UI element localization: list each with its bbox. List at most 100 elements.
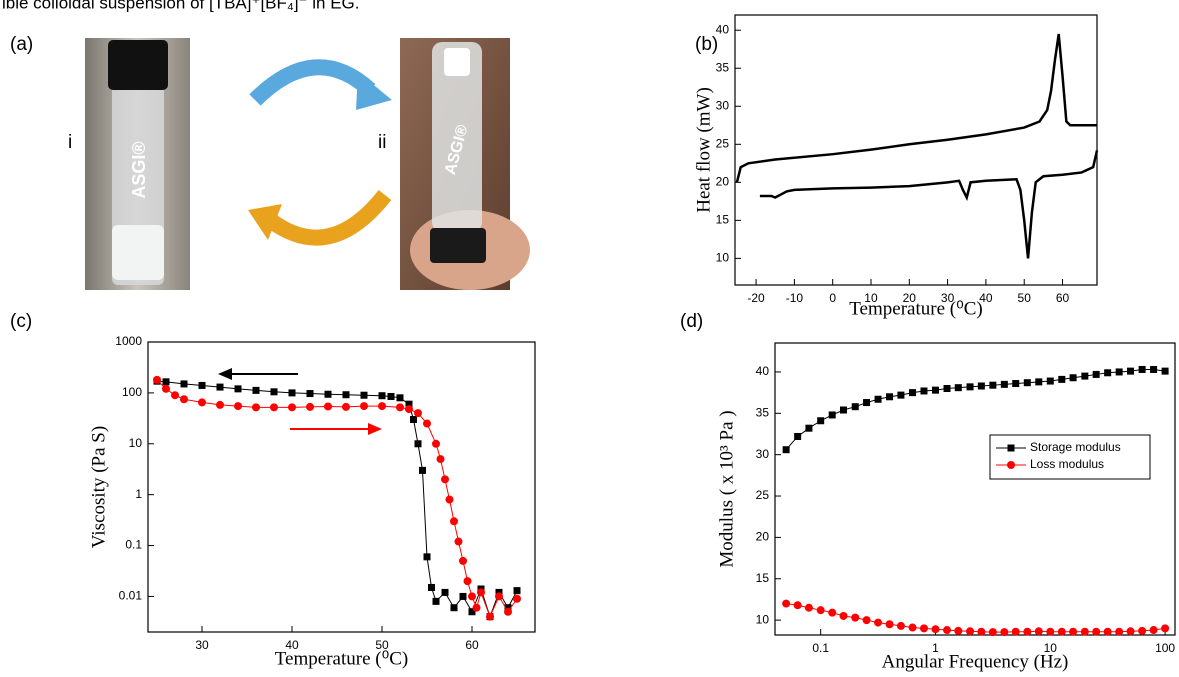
legend-box (989, 434, 1151, 480)
marker (252, 403, 260, 412)
marker (410, 415, 417, 423)
y-tick-label: 40 (756, 364, 770, 378)
marker (966, 627, 975, 636)
marker (1069, 374, 1077, 382)
marker (851, 613, 860, 622)
marker (862, 616, 871, 625)
marker (428, 583, 435, 591)
marker (908, 623, 917, 632)
y-tick-label: 25 (756, 488, 770, 502)
marker (468, 592, 476, 601)
marker (1138, 626, 1147, 635)
y-tick-label: 30 (716, 98, 730, 112)
marker (909, 389, 917, 397)
marker (486, 612, 494, 621)
marker (863, 399, 871, 407)
y-tick-label: 20 (756, 530, 770, 544)
marker (463, 577, 472, 586)
marker (180, 380, 188, 388)
marker (874, 395, 882, 403)
x-tick-label: 50 (375, 638, 389, 652)
marker (794, 432, 802, 440)
marker (1150, 365, 1158, 373)
x-tick-label: 50 (1018, 291, 1032, 305)
marker (180, 395, 188, 404)
marker (1000, 380, 1008, 388)
marker (886, 393, 894, 401)
marker (162, 378, 170, 386)
marker (396, 403, 404, 412)
legend-marker (1007, 444, 1015, 452)
marker (270, 403, 278, 412)
photo: ASGI® (85, 38, 190, 290)
marker (1046, 377, 1054, 385)
marker (931, 625, 940, 634)
x-tick-label: 60 (465, 638, 479, 652)
marker (441, 475, 449, 484)
marker (966, 383, 974, 391)
marker (468, 608, 476, 616)
marker (432, 597, 440, 605)
marker (477, 588, 485, 597)
marker (324, 402, 332, 411)
marker (874, 618, 883, 627)
y-tick-label: 30 (756, 447, 770, 461)
marker (1035, 378, 1043, 386)
marker (839, 611, 848, 620)
marker (1126, 627, 1135, 636)
x-tick-label: 10 (1044, 641, 1058, 655)
marker (288, 403, 296, 412)
panel-label: (a) (10, 34, 33, 55)
x-tick-label: 0.1 (812, 641, 829, 655)
marker (396, 394, 404, 402)
marker (513, 594, 521, 603)
y-tick-label: 1 (135, 487, 142, 501)
marker (459, 556, 467, 565)
marker (495, 588, 503, 596)
marker (977, 382, 985, 390)
marker (504, 604, 512, 612)
marker (198, 381, 206, 389)
marker (1012, 380, 1020, 388)
marker (504, 607, 512, 616)
legend-label: Loss modulus (1030, 457, 1104, 471)
marker (270, 388, 278, 396)
marker (378, 392, 386, 400)
series-line (156, 379, 518, 619)
marker (306, 390, 314, 398)
marker (360, 402, 368, 411)
y-axis-label: Modulus ( x 10³ Pa ) (716, 410, 737, 567)
marker (1000, 628, 1009, 637)
marker (782, 599, 791, 608)
marker (1081, 372, 1089, 380)
marker (234, 385, 242, 393)
marker (931, 386, 939, 394)
marker (387, 392, 395, 400)
x-axis-label: Temperature (⁰C) (849, 298, 982, 319)
y-tick-label: 100 (122, 385, 142, 399)
marker (445, 495, 454, 504)
series-line (785, 368, 1166, 451)
marker (839, 406, 847, 414)
marker (1023, 627, 1032, 636)
marker (1080, 627, 1089, 636)
marker (324, 390, 332, 398)
marker (234, 402, 242, 411)
photo: ASGI® (400, 38, 530, 290)
marker (472, 603, 481, 612)
y-tick-label: 15 (716, 213, 730, 227)
panel-label: (d) (680, 311, 703, 332)
y-tick-label: 1000 (115, 334, 142, 348)
plot-frame (734, 14, 1098, 286)
marker (1161, 367, 1169, 375)
y-tick-label: 10 (756, 612, 770, 626)
marker (804, 603, 813, 612)
y-tick-label: 25 (716, 136, 730, 150)
x-axis-label: Temperature (⁰C) (275, 648, 408, 669)
marker (1092, 627, 1101, 636)
x-tick-label: 20 (903, 291, 917, 305)
marker (793, 601, 802, 610)
marker (1138, 365, 1146, 373)
marker (1149, 626, 1158, 635)
